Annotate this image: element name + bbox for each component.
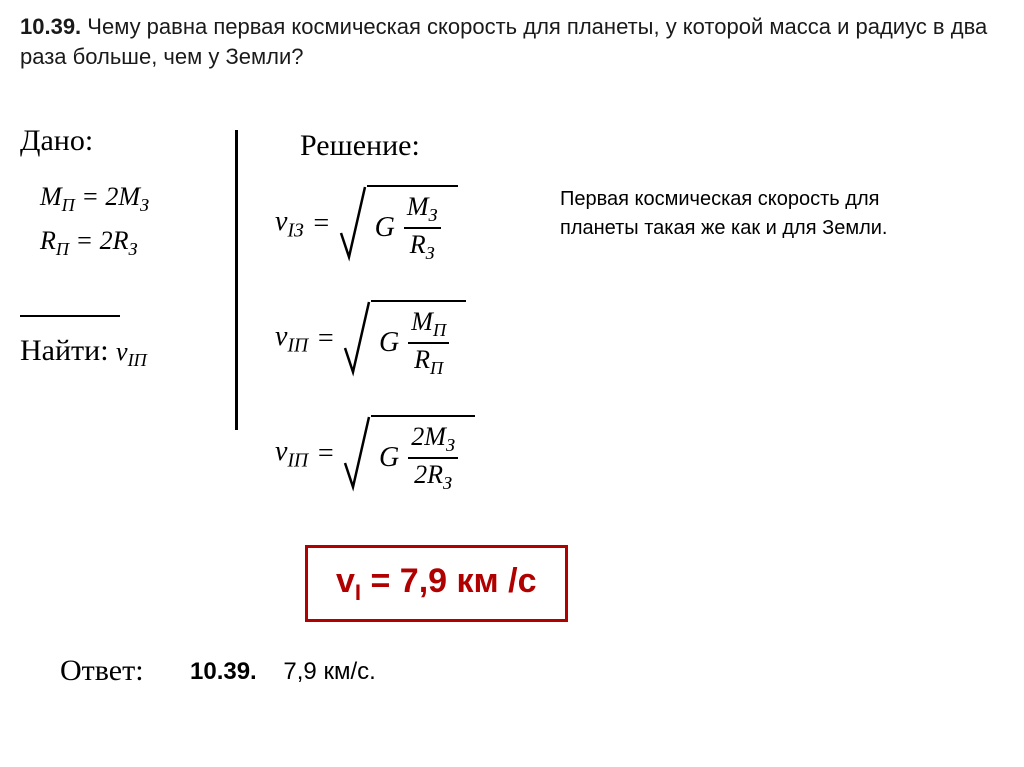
given-label: Дано: [20, 120, 93, 162]
sqrt-icon: G MП RП [343, 300, 466, 378]
equation-planet: vIП = G MП RП [275, 300, 466, 378]
equation-substituted: vIП = G 2MЗ 2RЗ [275, 415, 475, 493]
eq1-lhs: vIЗ [275, 202, 304, 245]
find-variable: vIП [116, 337, 147, 366]
eq2-lhs: vIП [275, 317, 308, 360]
find-label: Найти: vIП [20, 330, 147, 374]
given-radius-eq: RП = 2RЗ [40, 223, 149, 263]
sqrt-icon: G MЗ RЗ [339, 185, 458, 263]
solution-label: Решение: [300, 125, 420, 167]
given-block: MП = 2MЗ RП = 2RЗ [40, 175, 149, 266]
answer-label: Ответ: [60, 650, 144, 692]
sqrt-icon: G 2MЗ 2RЗ [343, 415, 475, 493]
answer-line: 10.39. 7,9 км/с. [190, 655, 376, 689]
divider-horizontal [20, 315, 120, 317]
answer-number: 10.39. [190, 658, 257, 685]
answer-value: 7,9 км/с. [283, 658, 375, 685]
problem-statement: 10.39. Чему равна первая космическая ско… [20, 12, 1004, 71]
equation-earth: vIЗ = G MЗ RЗ [275, 185, 458, 263]
solution-note: Первая космическая скорость для планеты … [560, 185, 940, 243]
eq3-lhs: vIП [275, 432, 308, 475]
given-mass-eq: MП = 2MЗ [40, 179, 149, 219]
divider-vertical [235, 130, 238, 430]
problem-text: Чему равна первая космическая скорость д… [20, 14, 987, 69]
page: 10.39. Чему равна первая космическая ско… [0, 0, 1024, 767]
problem-number: 10.39. [20, 14, 81, 39]
result-box: vI = 7,9 км /с [305, 545, 568, 622]
